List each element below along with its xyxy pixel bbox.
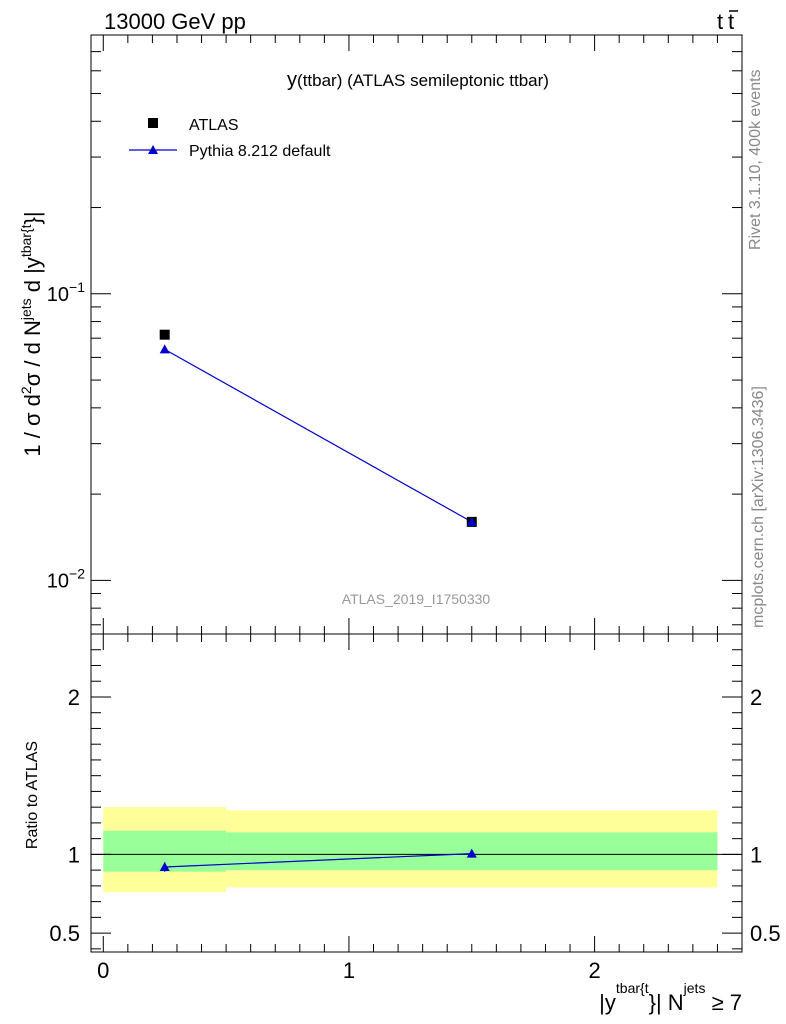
- main-data-marks: [159, 329, 477, 527]
- pythia-data-point: [159, 344, 170, 354]
- mcplots-source-label: mcplots.cern.ch [arXiv:1306.3436]: [750, 386, 767, 628]
- ylabel-part-2: σ / d N: [20, 320, 45, 386]
- main-ytick-labels: 10−110−2: [47, 279, 85, 593]
- pythia-series-line: [164, 348, 473, 523]
- xlabel-part-3: ≥ 7: [705, 990, 742, 1015]
- ytick-base: 10: [47, 570, 69, 592]
- ratio-tick-labels: 0.5 0.5 1 1 2 2 0 1 2: [49, 685, 780, 983]
- ylabel-sup-1: 2: [18, 386, 34, 394]
- ylabel-part-4: }|: [20, 211, 45, 224]
- ratio-ylabel: Ratio to ATLAS: [24, 741, 41, 849]
- ratio-ytick-label-left: 2: [68, 685, 80, 710]
- legend-atlas-marker: [148, 118, 158, 128]
- ratio-data-marks: [159, 848, 477, 872]
- plot-title-prefix: y: [287, 69, 297, 91]
- ratio-xlabel: |ytbar{t}| Njets ≥ 7: [599, 980, 742, 1015]
- ratio-ytick-label-right: 0.5: [750, 921, 781, 946]
- header-process: t t: [717, 9, 738, 34]
- ratio-xtick-label: 0: [97, 958, 109, 983]
- header-process-tbar: t: [728, 9, 734, 34]
- ratio-ytick-label-left: 1: [68, 842, 80, 867]
- main-ytick-label: 10−1: [47, 279, 85, 306]
- ratio-axis-ticks: [91, 633, 742, 952]
- main-ytick-label: 10−2: [47, 565, 85, 592]
- ratio-xtick-label: 2: [588, 958, 600, 983]
- plot-title-rest: (ttbar) (ATLAS semileptonic ttbar): [297, 71, 549, 90]
- xlabel-sup-2: jets: [683, 980, 706, 996]
- ytick-exponent: −1: [69, 279, 85, 295]
- plot-title: y(ttbar) (ATLAS semileptonic ttbar): [287, 69, 549, 91]
- xlabel-part-1: |y: [599, 990, 616, 1015]
- ytick-exponent: −2: [69, 565, 85, 581]
- ratio-panel: 0.5 0.5 1 1 2 2 0 1 2 Ratio to ATLAS |ytbar{t}| …: [24, 633, 781, 1015]
- pythia-data-point: [466, 516, 477, 526]
- legend-pythia-marker: [148, 145, 158, 154]
- rivet-version-label: Rivet 3.1.10, 400k events: [747, 69, 764, 250]
- xlabel-sup-1: tbar{t: [616, 980, 649, 996]
- legend-atlas-label: ATLAS: [189, 117, 239, 134]
- ylabel-sup-3: tbar{t: [18, 224, 34, 257]
- analysis-id-watermark: ATLAS_2019_I1750330: [342, 591, 491, 607]
- ratio-xtick-label: 1: [343, 958, 355, 983]
- ratio-ytick-label-right: 2: [750, 685, 762, 710]
- ylabel-sup-2: jets: [18, 298, 34, 321]
- ratio-frame: [90, 633, 743, 953]
- ratio-ytick-label-right: 1: [750, 842, 762, 867]
- main-ylabel: 1 / σ d2σ / d Njets d |ytbar{t}|: [18, 211, 45, 456]
- atlas-data-point: [159, 329, 170, 340]
- xlabel-part-2: }| N: [649, 990, 684, 1015]
- ylabel-part-3: d |y: [20, 257, 45, 298]
- legend: ATLAS Pythia 8.212 default: [129, 117, 331, 160]
- ratio-ytick-label-left: 0.5: [49, 921, 80, 946]
- ylabel-part-1: 1 / σ d: [20, 394, 45, 457]
- main-axis-ticks: [91, 34, 742, 634]
- ratio-series-line: [164, 853, 472, 868]
- ratio-data-point: [466, 848, 477, 858]
- header-process-t: t: [717, 9, 723, 34]
- main-panel: 10−110−2 y(ttbar) (ATLAS semileptonic tt…: [18, 34, 743, 635]
- ratio-uncertainty-bands: [103, 807, 718, 893]
- header-energy: 13000 GeV pp: [104, 9, 246, 34]
- ytick-base: 10: [47, 284, 69, 306]
- ratio-data-point: [159, 861, 170, 871]
- legend-pythia-label: Pythia 8.212 default: [189, 143, 331, 160]
